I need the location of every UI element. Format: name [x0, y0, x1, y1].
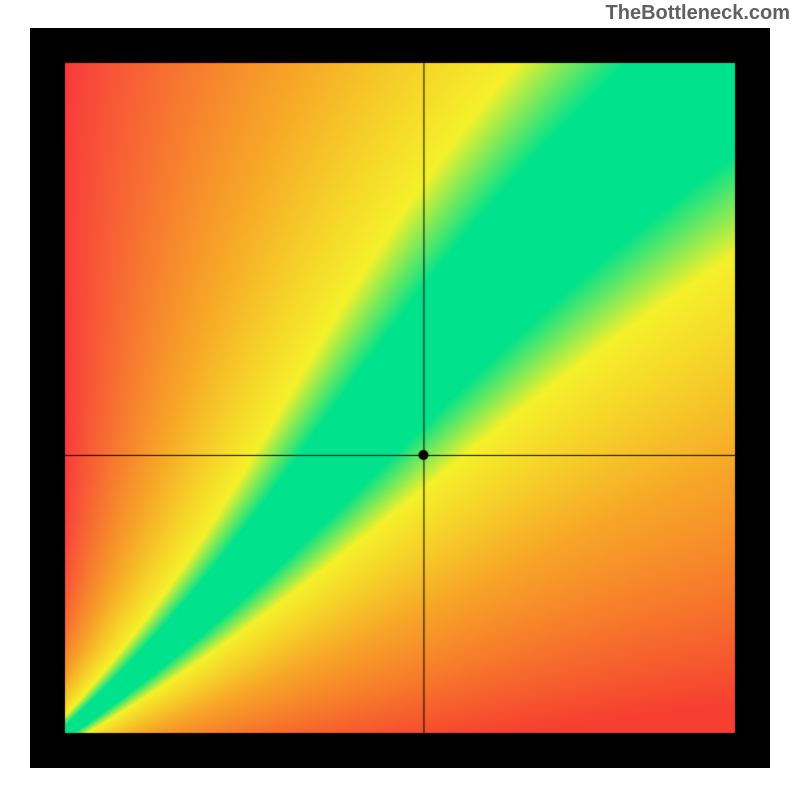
overlay-canvas	[30, 28, 770, 768]
watermark-text: TheBottleneck.com	[606, 2, 790, 25]
chart-container: TheBottleneck.com	[0, 0, 800, 800]
plot-area	[30, 28, 770, 768]
